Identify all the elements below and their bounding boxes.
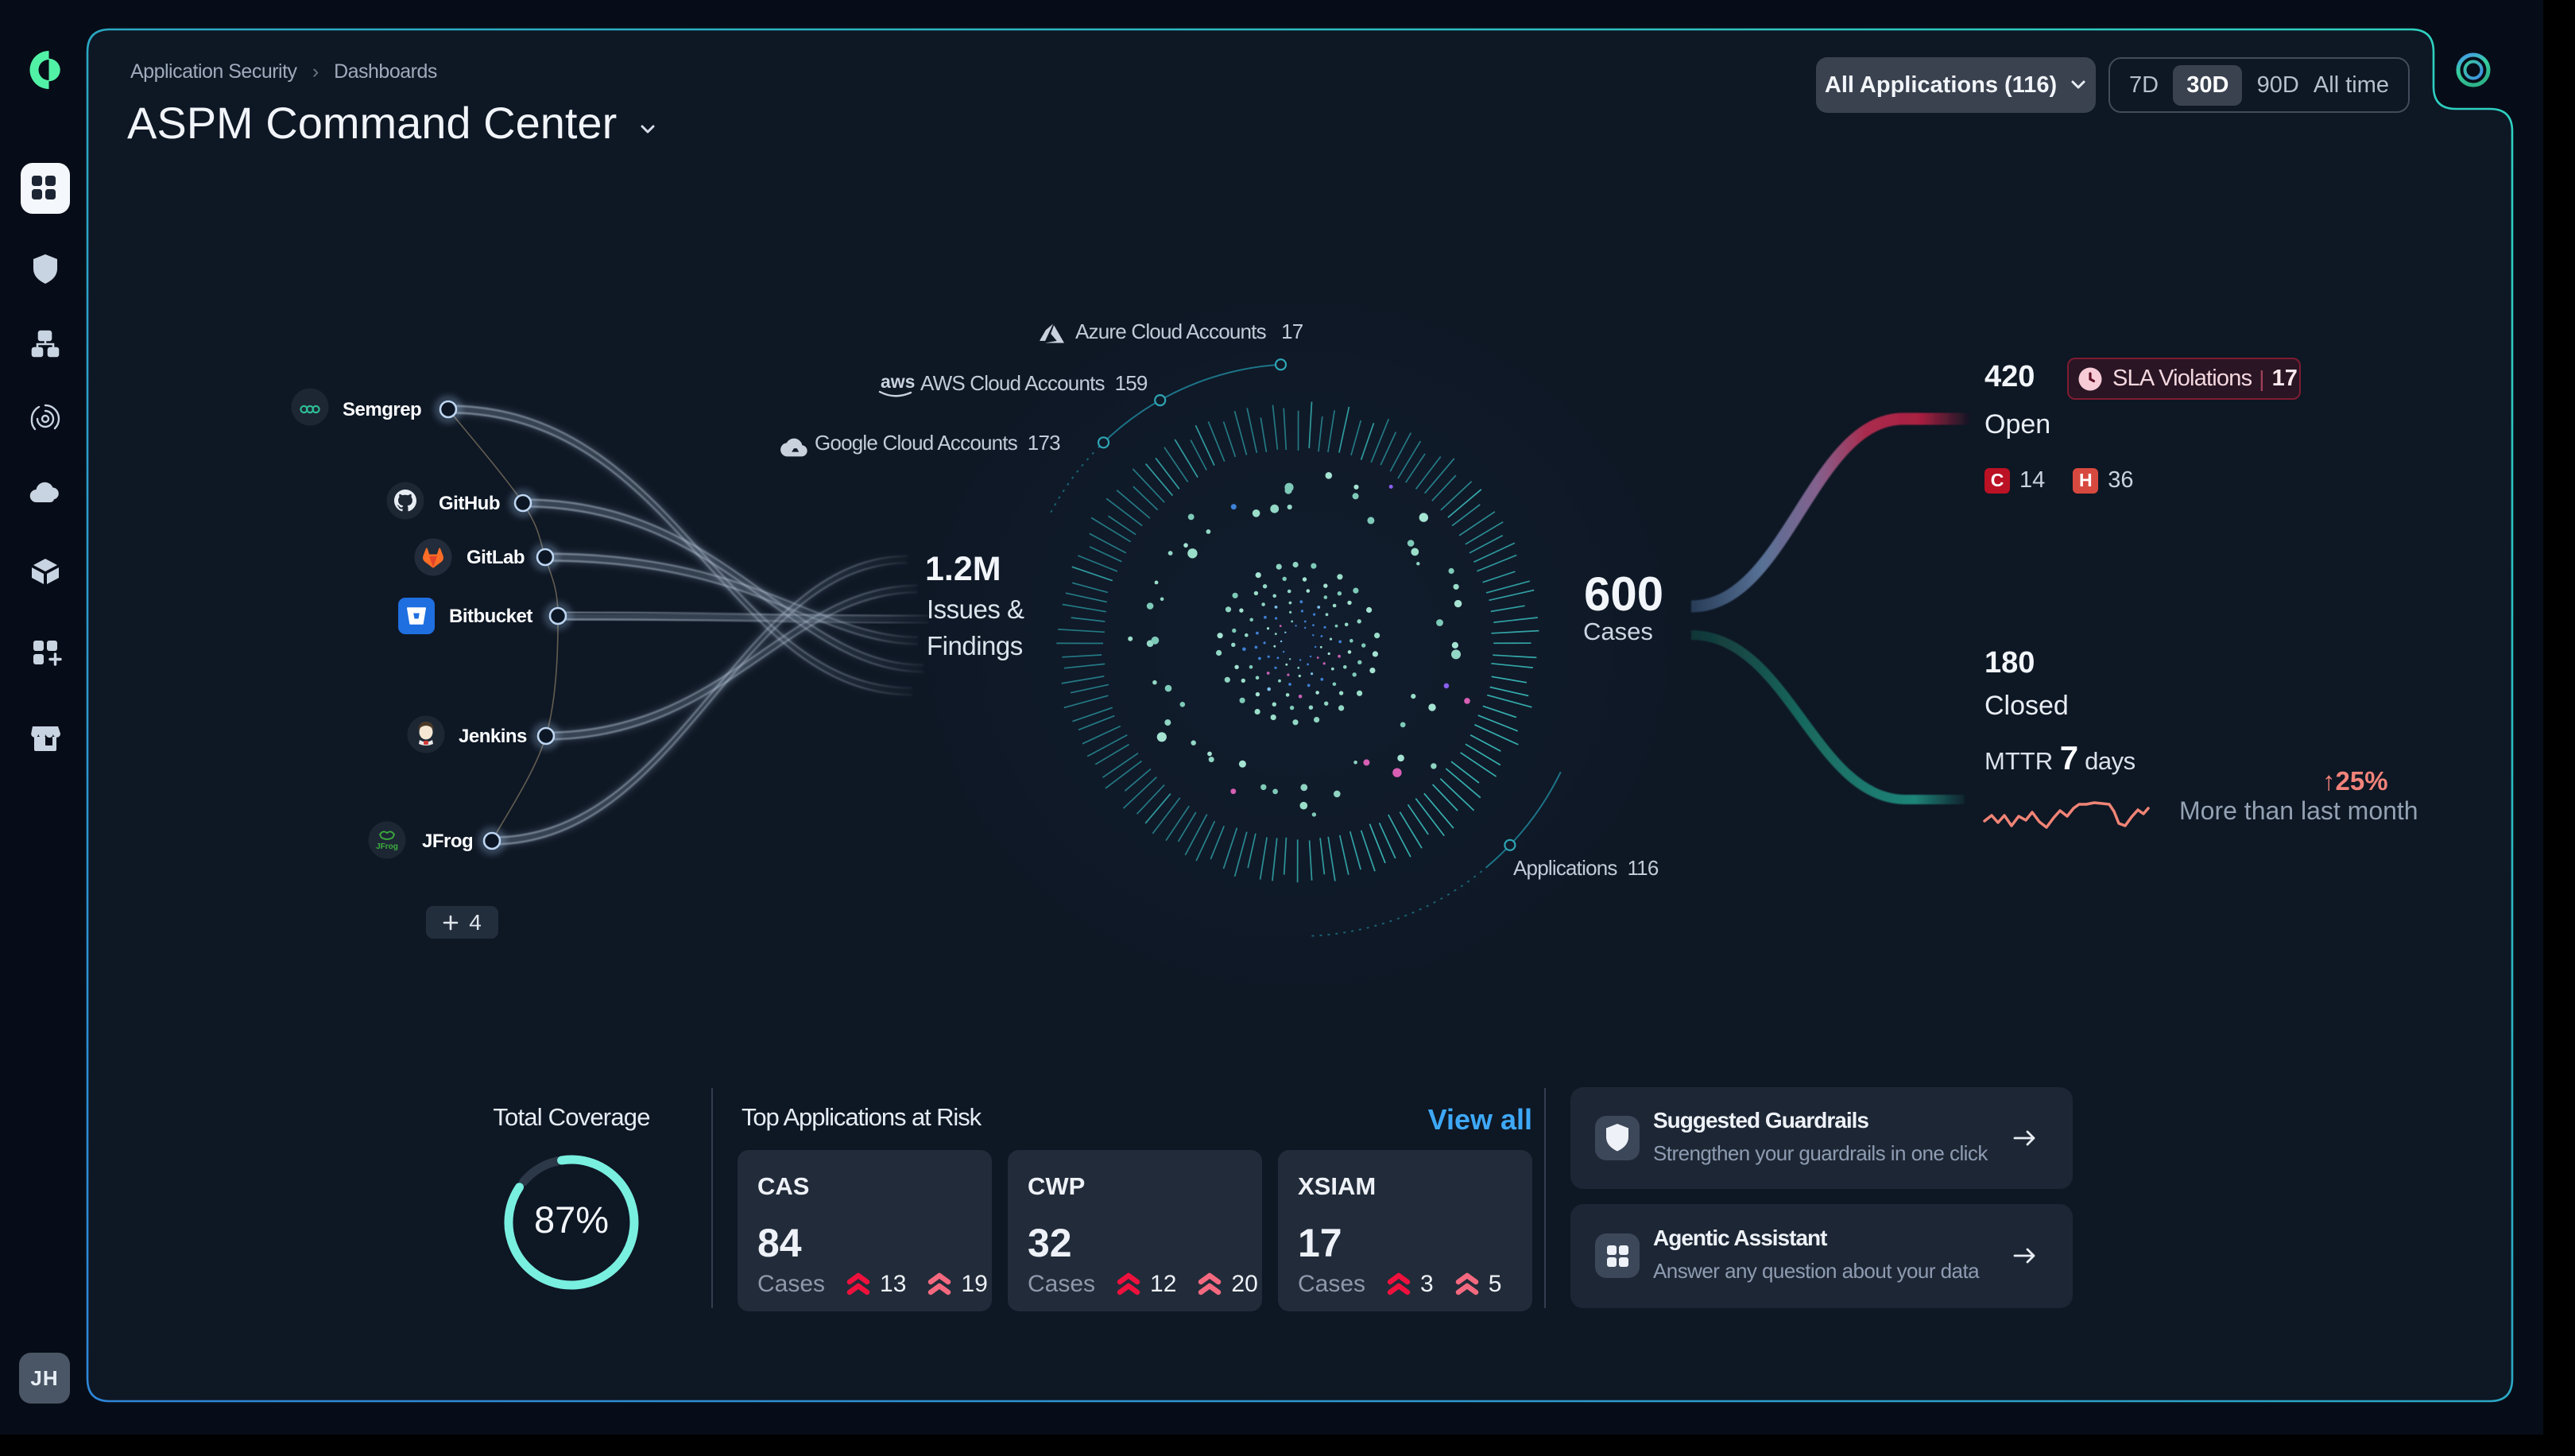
- svg-text:JFrog: JFrog: [376, 842, 398, 851]
- svg-text:aws: aws: [881, 371, 915, 392]
